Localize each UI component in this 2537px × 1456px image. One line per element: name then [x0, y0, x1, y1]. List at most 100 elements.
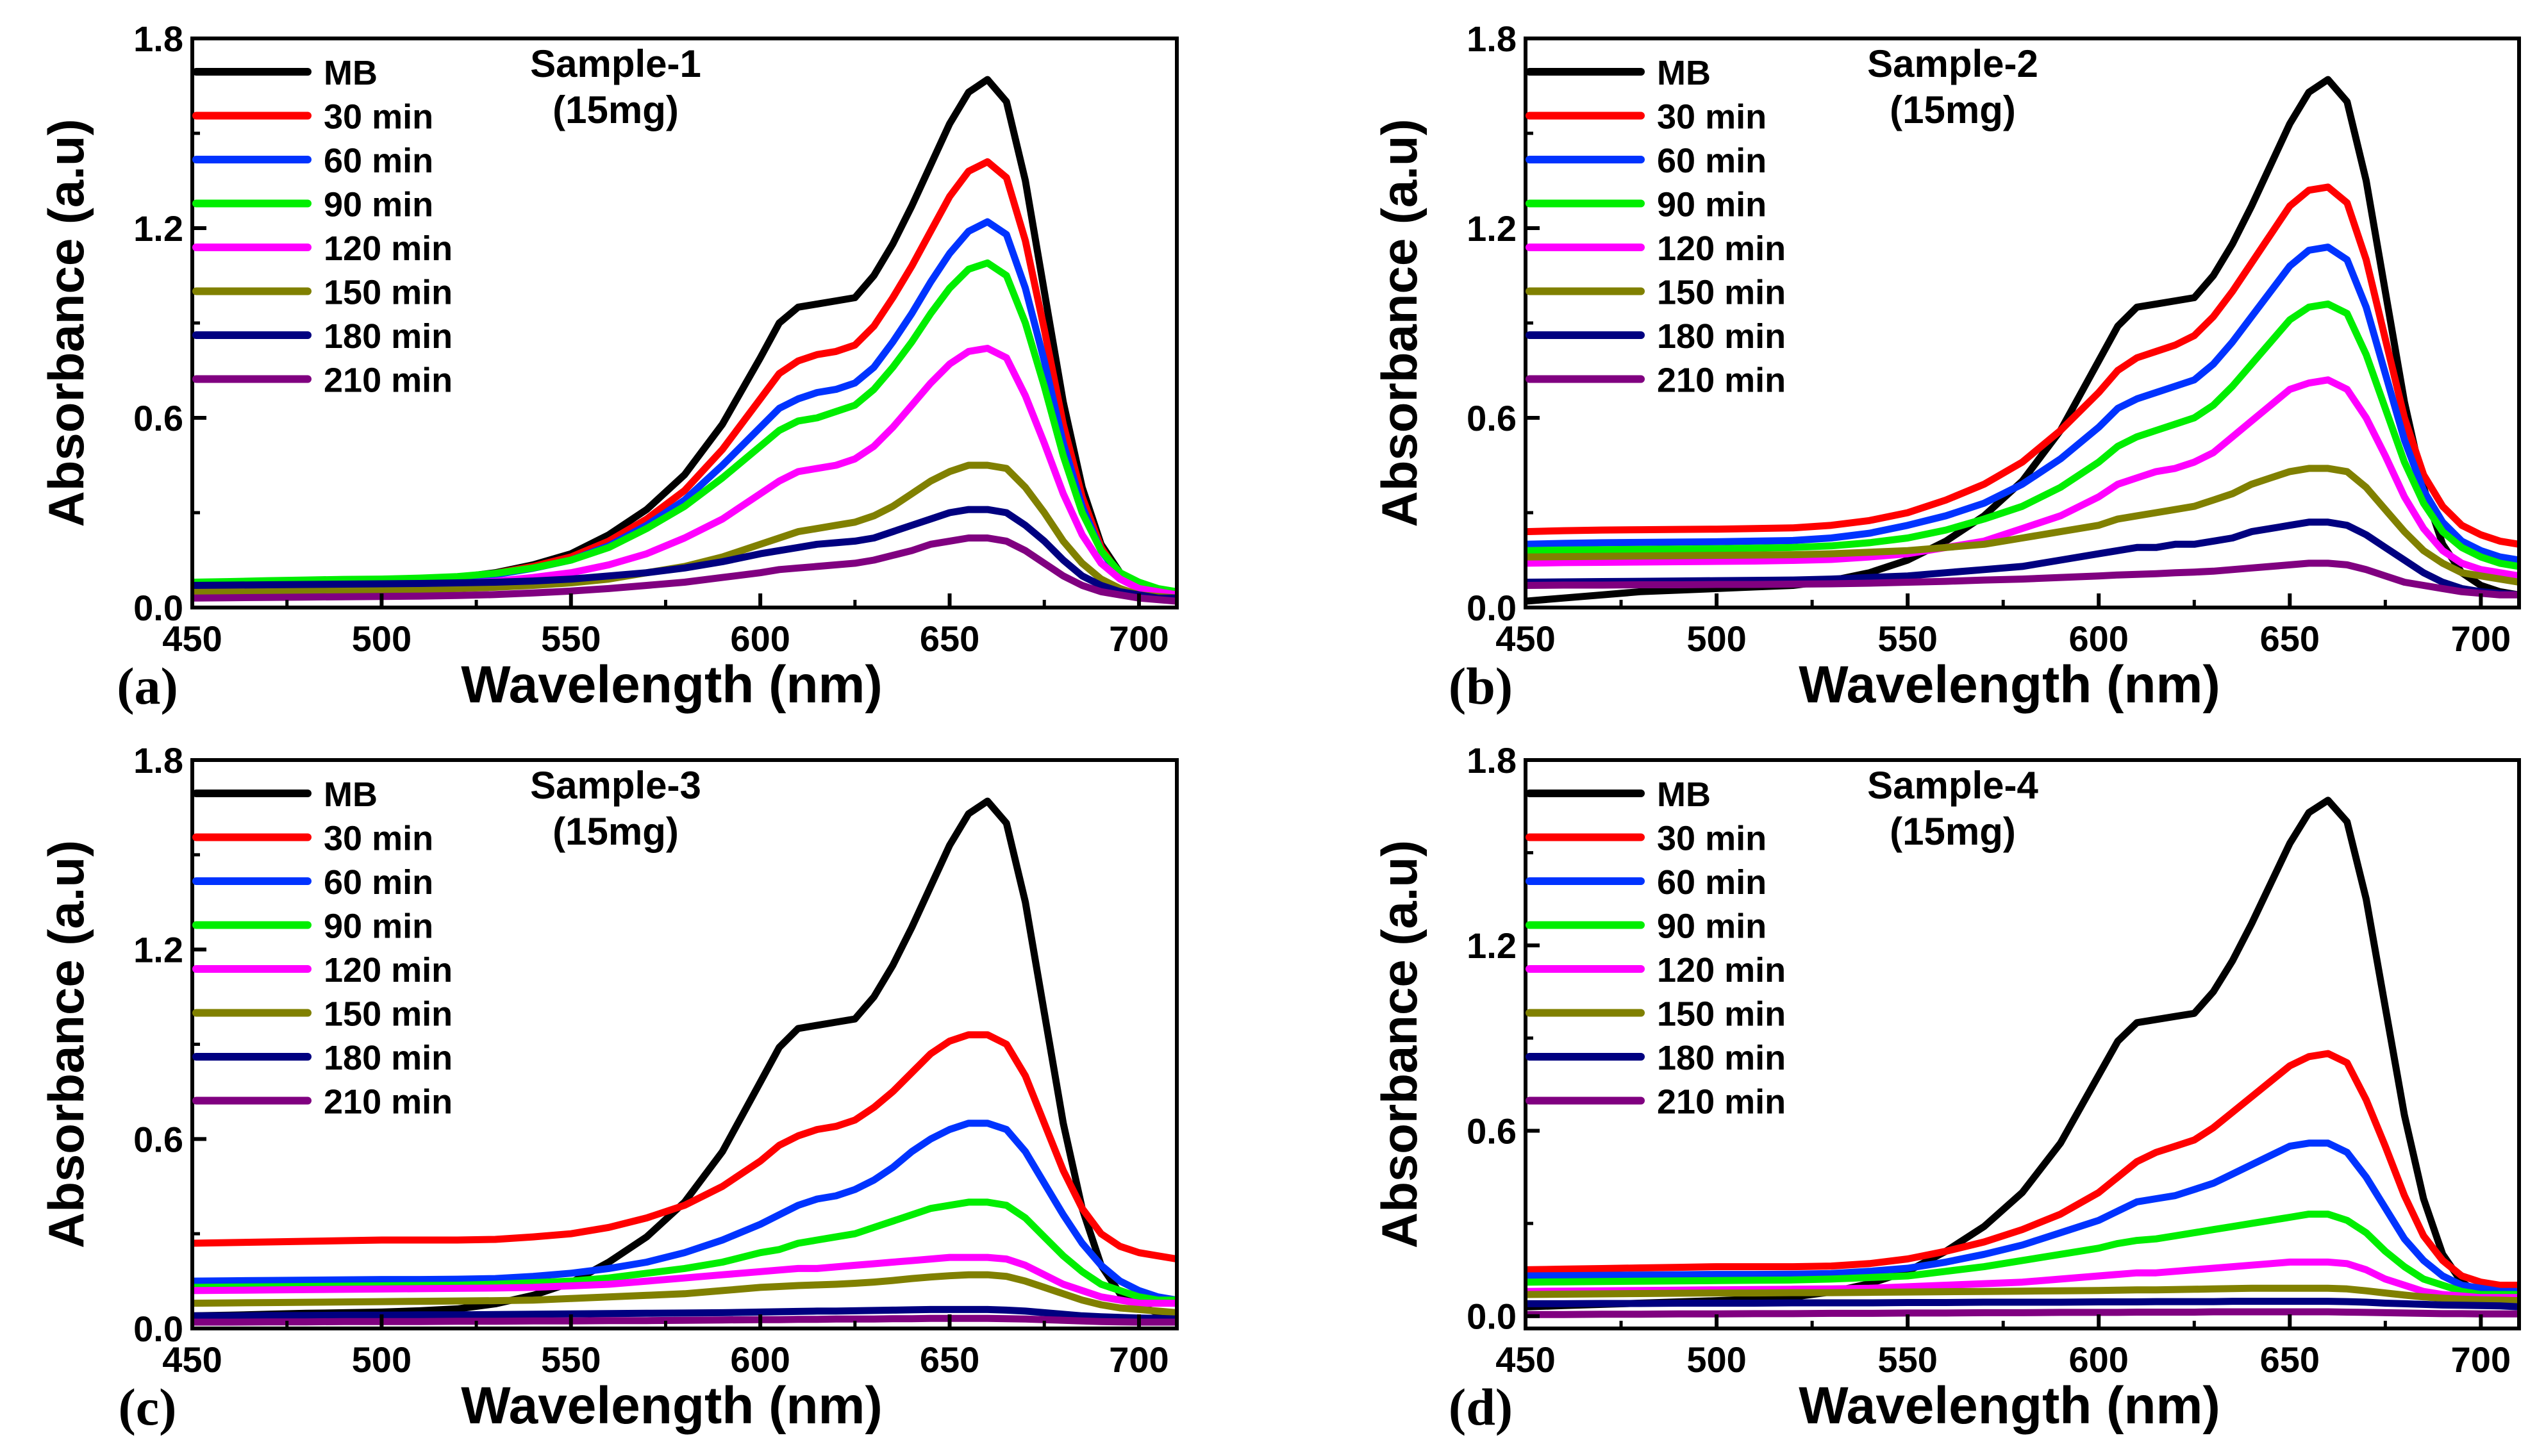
- x-tick-label: 500: [352, 1339, 412, 1380]
- series-line-210-min: [192, 1314, 1177, 1326]
- series-line-mb: [1526, 797, 2519, 1311]
- y-tick-label: 0.6: [133, 398, 183, 438]
- series-line-180-min: [192, 1305, 1177, 1323]
- legend-label: MB: [1657, 775, 1711, 814]
- series-line-150-min: [1526, 1284, 2519, 1305]
- chart-panel-1: 450 500 550 600 650 700 0.0 0.6 1.2 1.8 Wavelength…: [38, 19, 1179, 715]
- series-line-30-min: [192, 1031, 1177, 1263]
- y-tick-label: 1.2: [1467, 208, 1517, 249]
- legend-label: 180 min: [324, 317, 453, 356]
- series-line-210-min: [1526, 559, 2519, 599]
- x-tick-label: 550: [1877, 1339, 1937, 1380]
- x-axis-label: Wavelength (nm): [1799, 1377, 2220, 1435]
- y-axis-label: Absorbance (a.u): [38, 840, 94, 1248]
- y-axis-label: Absorbance (a.u): [38, 119, 94, 527]
- legend-label: 210 min: [324, 361, 453, 400]
- series-line-90-min: [1526, 300, 2519, 570]
- y-tick-label: 1.2: [1467, 925, 1517, 966]
- legend: MB 30 min 60 min 90 min 120 min 150 min 180 mi…: [1526, 775, 1786, 1121]
- chart-title: Sample-4: [1867, 764, 2038, 807]
- series-line-120-min: [1526, 376, 2519, 580]
- legend-label: 90 min: [324, 907, 433, 946]
- x-tick-label: 450: [1495, 618, 1555, 659]
- legend-label: 120 min: [1657, 229, 1786, 268]
- series-line-150-min: [1526, 465, 2519, 586]
- series-line-30-min: [1526, 1050, 2519, 1289]
- legend-label: MB: [324, 775, 378, 814]
- x-axis-label: Wavelength (nm): [461, 656, 883, 714]
- chart-subtitle: (15mg): [553, 88, 679, 131]
- chart-panel-3: 450 500 550 600 650 700 0.0 0.6 1.2 1.8 Wavelength…: [38, 740, 1179, 1436]
- y-axis-label: Absorbance (a.u): [1371, 840, 1427, 1248]
- legend-label: 30 min: [1657, 98, 1767, 136]
- legend-label: 150 min: [324, 274, 453, 312]
- series-line-60-min: [1526, 244, 2519, 564]
- series-line-90-min: [192, 259, 1177, 595]
- legend-label: 210 min: [1657, 1083, 1786, 1121]
- series-line-150-min: [192, 461, 1177, 602]
- chart-subtitle: (15mg): [1890, 810, 2016, 853]
- series-line-210-min: [1526, 1308, 2519, 1318]
- chart-title: Sample-1: [530, 42, 701, 85]
- legend-label: MB: [324, 54, 378, 92]
- legend: MB 30 min 60 min 90 min 120 min 150 min 180 mi…: [1526, 54, 1786, 400]
- series-line-mb: [192, 797, 1177, 1320]
- chart-panel-4: 450 500 550 600 650 700 0.0 0.6 1.2 1.8 Wavelength…: [1371, 740, 2521, 1436]
- x-tick-label: 700: [2451, 618, 2511, 659]
- series-group: [192, 76, 1177, 605]
- legend-label: 180 min: [1657, 1039, 1786, 1077]
- legend-label: 60 min: [324, 863, 433, 902]
- y-tick-label: 0.6: [133, 1119, 183, 1159]
- x-tick-label: 600: [730, 618, 790, 659]
- chart-title: Sample-2: [1867, 42, 2038, 85]
- legend-label: 120 min: [324, 229, 453, 268]
- legend-label: 120 min: [324, 951, 453, 989]
- series-line-60-min: [192, 1120, 1177, 1304]
- y-tick-label: 1.8: [1467, 19, 1517, 59]
- legend: MB 30 min 60 min 90 min 120 min 150 min 180 mi…: [192, 54, 453, 400]
- series-line-180-min: [192, 506, 1177, 602]
- legend-label: 90 min: [1657, 186, 1767, 224]
- chart-title: Sample-3: [530, 764, 701, 807]
- legend-label: 150 min: [1657, 995, 1786, 1034]
- x-tick-label: 450: [1495, 1339, 1555, 1380]
- legend-label: 30 min: [1657, 820, 1767, 858]
- legend-label: 120 min: [1657, 951, 1786, 989]
- x-tick-label: 700: [1109, 1339, 1169, 1380]
- legend-label: MB: [1657, 54, 1711, 92]
- x-axis-label: Wavelength (nm): [1799, 656, 2220, 714]
- legend-label: 30 min: [324, 98, 433, 136]
- x-tick-label: 700: [1109, 618, 1169, 659]
- panel-label: (b): [1449, 657, 1513, 715]
- x-tick-label: 550: [541, 1339, 601, 1380]
- legend-label: 150 min: [324, 995, 453, 1034]
- y-tick-label: 0.0: [1467, 1296, 1517, 1337]
- x-tick-label: 600: [2069, 618, 2129, 659]
- legend-label: 30 min: [324, 820, 433, 858]
- x-tick-label: 600: [730, 1339, 790, 1380]
- y-tick-label: 1.2: [133, 208, 183, 249]
- legend-label: 90 min: [324, 186, 433, 224]
- x-axis-label: Wavelength (nm): [461, 1377, 883, 1435]
- legend-label: 60 min: [324, 142, 433, 180]
- x-tick-label: 550: [541, 618, 601, 659]
- legend-label: 210 min: [324, 1083, 453, 1121]
- y-tick-label: 0.0: [1467, 588, 1517, 628]
- series-line-90-min: [1526, 1211, 2519, 1298]
- y-tick-label: 1.8: [133, 19, 183, 59]
- y-axis-label: Absorbance (a.u): [1371, 119, 1427, 527]
- series-group: [1526, 76, 2519, 605]
- legend-label: 210 min: [1657, 361, 1786, 400]
- panel-label: (d): [1449, 1378, 1513, 1436]
- x-tick-label: 500: [1686, 618, 1746, 659]
- x-tick-label: 700: [2451, 1339, 2511, 1380]
- x-tick-label: 650: [920, 1339, 979, 1380]
- series-line-120-min: [192, 1253, 1177, 1307]
- panel-label: (a): [117, 657, 178, 715]
- x-tick-label: 500: [1686, 1339, 1746, 1380]
- x-tick-label: 500: [352, 618, 412, 659]
- series-line-60-min: [1526, 1139, 2519, 1295]
- series-line-180-min: [1526, 1298, 2519, 1311]
